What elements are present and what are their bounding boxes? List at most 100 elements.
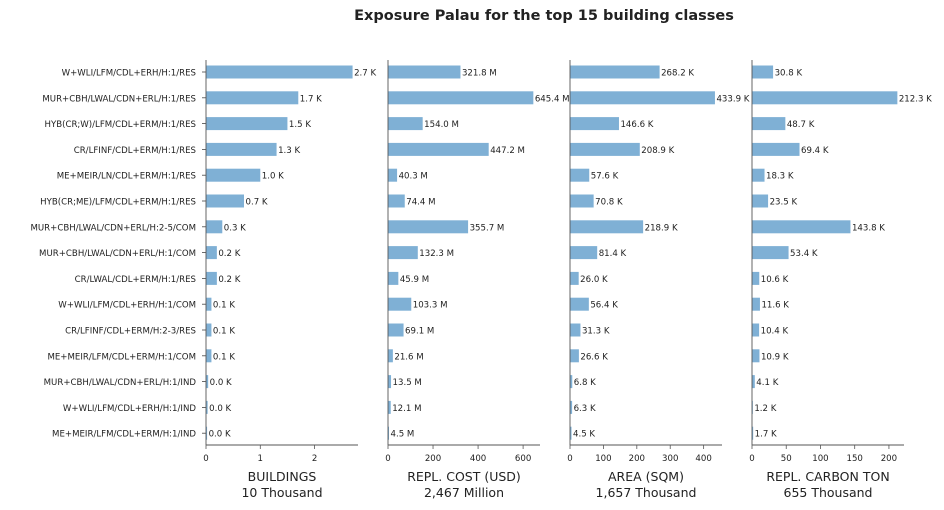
bar-value-label: 26.6 K bbox=[580, 352, 608, 362]
bar bbox=[206, 375, 209, 389]
bar-value-label: 103.3 M bbox=[413, 301, 448, 311]
bar bbox=[570, 375, 573, 389]
bar bbox=[570, 349, 579, 363]
bar-value-label: 4.5 K bbox=[573, 430, 595, 440]
panel-total: 655 Thousand bbox=[784, 485, 873, 500]
bar bbox=[388, 142, 489, 156]
bar bbox=[388, 297, 412, 311]
category-label: ME+MEIR/LFM/CDL+ERM/H:1/COM bbox=[47, 352, 196, 362]
bar-value-label: 53.4 K bbox=[790, 249, 818, 259]
bar-value-label: 0.7 K bbox=[246, 198, 268, 208]
category-label: HYB(CR;W)/LFM/CDL+ERM/H:1/RES bbox=[44, 120, 196, 130]
bar-value-label: 11.6 K bbox=[761, 301, 789, 311]
bar-value-label: 70.8 K bbox=[595, 198, 623, 208]
bar bbox=[570, 246, 598, 260]
bar-value-label: 208.9 K bbox=[641, 146, 674, 156]
bar-value-label: 23.5 K bbox=[770, 198, 798, 208]
category-label: HYB(CR;ME)/LFM/CDL+ERM/H:1/RES bbox=[40, 198, 196, 208]
bar-value-label: 1.5 K bbox=[289, 120, 311, 130]
category-label: W+WLI/LFM/CDL+ERH/H:1/RES bbox=[62, 69, 196, 79]
bar-value-label: 645.4 M bbox=[535, 94, 570, 104]
panel-1: 2.7 K 1.7 K 1.5 K 1.3 K 1.0 K 0.7 K 0.3 K 0.2 K… bbox=[203, 60, 376, 500]
bar bbox=[206, 142, 277, 156]
bar-value-label: 10.6 K bbox=[761, 275, 789, 285]
x-tick-label: 400 bbox=[470, 454, 486, 464]
panel-total: 10 Thousand bbox=[241, 485, 322, 500]
bar bbox=[752, 220, 851, 234]
bar-value-label: 56.4 K bbox=[590, 301, 618, 311]
bar bbox=[570, 91, 715, 105]
bar-value-label: 13.5 M bbox=[393, 378, 422, 388]
bar-value-label: 30.8 K bbox=[775, 69, 803, 79]
panel-2: 321.8 M 645.4 M 154.0 M 447.2 M 40.3 M 74.4 M… bbox=[385, 60, 570, 500]
category-label: CR/LFINF/CDL+ERM/H:1/RES bbox=[74, 146, 196, 156]
x-tick-label: 400 bbox=[695, 454, 711, 464]
bar-value-label: 0.2 K bbox=[218, 275, 240, 285]
bar-value-label: 12.1 M bbox=[392, 404, 421, 414]
x-tick-label: 0 bbox=[749, 454, 754, 464]
bar-value-label: 0.1 K bbox=[213, 327, 235, 337]
bar bbox=[570, 400, 573, 414]
bar-value-label: 10.4 K bbox=[761, 327, 789, 337]
bar-value-label: 355.7 M bbox=[470, 223, 505, 233]
bar bbox=[206, 117, 288, 131]
category-label: ME+MEIR/LFM/CDL+ERM/H:1/IND bbox=[52, 430, 196, 440]
bar-value-label: 45.9 M bbox=[400, 275, 429, 285]
bar-value-label: 69.1 M bbox=[405, 327, 434, 337]
bar-value-label: 6.3 K bbox=[574, 404, 596, 414]
bar bbox=[206, 168, 261, 182]
bar-value-label: 2.7 K bbox=[354, 69, 376, 79]
x-tick-label: 50 bbox=[781, 454, 792, 464]
bar bbox=[570, 65, 660, 79]
category-label: CR/LFINF/CDL+ERM/H:2-3/RES bbox=[65, 327, 196, 337]
x-axis-label: BUILDINGS bbox=[248, 469, 317, 484]
bar bbox=[206, 194, 244, 208]
bar-value-label: 1.0 K bbox=[262, 172, 284, 182]
bar bbox=[388, 426, 390, 440]
x-tick-label: 600 bbox=[515, 454, 531, 464]
x-tick-label: 200 bbox=[881, 454, 897, 464]
bar-value-label: 0.1 K bbox=[213, 301, 235, 311]
bar bbox=[388, 271, 399, 285]
bar-value-label: 40.3 M bbox=[399, 172, 428, 182]
bar bbox=[752, 271, 760, 285]
x-tick-label: 300 bbox=[662, 454, 678, 464]
bar bbox=[206, 246, 217, 260]
bar-value-label: 48.7 K bbox=[787, 120, 815, 130]
bar bbox=[388, 65, 461, 79]
panel-4: 30.8 K 212.3 K 48.7 K 69.4 K 18.3 K 23.5 K 143… bbox=[749, 60, 932, 500]
bar-value-label: 143.8 K bbox=[852, 223, 885, 233]
panel-total: 1,657 Thousand bbox=[596, 485, 697, 500]
bar bbox=[752, 142, 800, 156]
bar bbox=[570, 117, 619, 131]
x-axis-label: REPL. COST (USD) bbox=[407, 469, 521, 484]
bar bbox=[752, 297, 760, 311]
bar bbox=[388, 194, 405, 208]
bar-value-label: 4.5 M bbox=[391, 430, 415, 440]
bar bbox=[206, 297, 212, 311]
bar bbox=[388, 168, 398, 182]
category-label: MUR+CBH/LWAL/CDN+ERL/H:2-5/COM bbox=[30, 223, 196, 233]
bar bbox=[570, 194, 594, 208]
bar bbox=[206, 220, 223, 234]
bar-value-label: 0.2 K bbox=[218, 249, 240, 259]
bar-value-label: 1.7 K bbox=[300, 94, 322, 104]
bar bbox=[752, 117, 786, 131]
bar-value-label: 31.3 K bbox=[582, 327, 610, 337]
bar-value-label: 21.6 M bbox=[394, 352, 423, 362]
x-tick-label: 0 bbox=[385, 454, 390, 464]
bar-value-label: 212.3 K bbox=[899, 94, 932, 104]
category-label: CR/LWAL/CDL+ERM/H:1/RES bbox=[75, 275, 196, 285]
category-label: MUR+CBH/LWAL/CDN+ERL/H:1/IND bbox=[44, 378, 197, 388]
bar-value-label: 81.4 K bbox=[599, 249, 627, 259]
category-label: W+WLI/LFM/CDL+ERH/H:1/IND bbox=[63, 404, 197, 414]
bar bbox=[752, 194, 769, 208]
bar bbox=[570, 426, 572, 440]
bar-value-label: 433.9 K bbox=[716, 94, 749, 104]
panel-3: 268.2 K 433.9 K 146.6 K 208.9 K 57.6 K 70.8 K… bbox=[567, 60, 750, 500]
bar bbox=[206, 323, 212, 337]
bar-value-label: 0.0 K bbox=[210, 378, 232, 388]
bar bbox=[752, 65, 774, 79]
bar bbox=[570, 271, 579, 285]
x-tick-label: 2 bbox=[312, 454, 317, 464]
